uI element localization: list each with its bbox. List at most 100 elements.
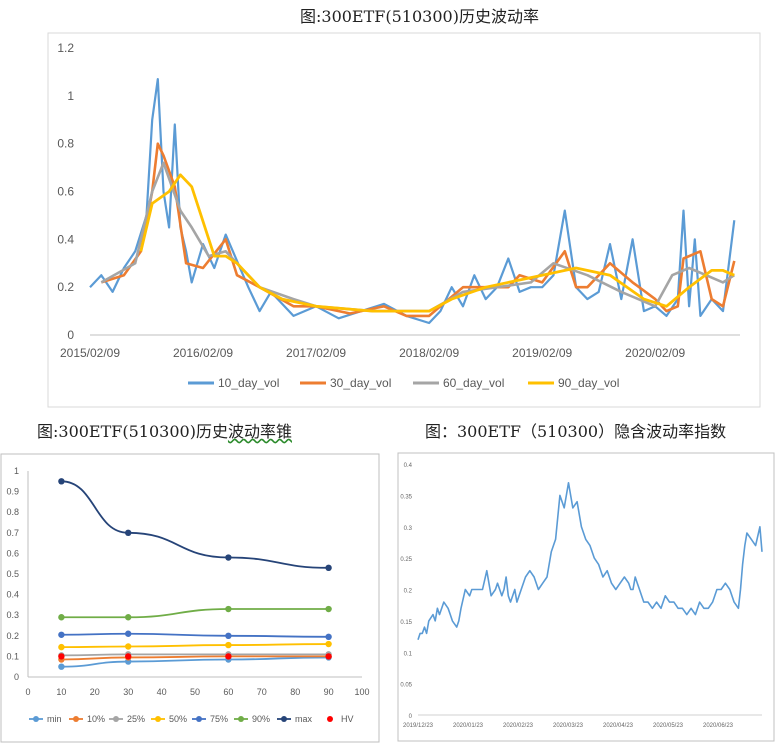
chart1-title: 图:300ETF(510300)历史波动率: [300, 7, 539, 26]
chart3-x-tick: 2020/05/23: [653, 723, 684, 729]
chart2-y-tick: 0.5: [6, 569, 19, 579]
chart2-point-90%: [58, 614, 65, 621]
chart3-y-tick: 0.15: [400, 620, 412, 626]
chart1-x-tick: 2018/02/09: [399, 346, 459, 360]
chart1-legend-label: 60_day_vol: [443, 376, 504, 390]
chart2-x-tick: 50: [190, 687, 200, 697]
chart2-point-HV: [325, 653, 332, 660]
chart2-series-min: [61, 656, 329, 668]
chart2-x-tick: 30: [123, 687, 133, 697]
chart1-y-tick: 0.8: [57, 137, 74, 151]
chart2-x-tick: 60: [223, 687, 233, 697]
chart1-y-tick: 1.2: [57, 41, 74, 55]
chart1-y-tick: 0.2: [57, 280, 74, 294]
chart2-legend-marker: [155, 716, 161, 722]
chart2-y-tick: 0.8: [6, 507, 19, 517]
chart1-x-tick: 2017/02/09: [286, 346, 346, 360]
chart2-legend-label: 90%: [252, 714, 270, 724]
chart2-point-50%: [58, 643, 65, 651]
chart1-legend-label: 10_day_vol: [218, 376, 279, 390]
chart2-y-tick: 0.7: [6, 528, 19, 538]
chart2-x-tick: 90: [324, 687, 334, 697]
chart2-legend-label: 75%: [210, 714, 228, 724]
chart2-y-tick: 0.6: [6, 548, 19, 558]
chart2-point-90%: [125, 614, 132, 621]
chart1-frame: [47, 32, 761, 408]
chart3-x-tick: 2020/04/23: [603, 723, 634, 729]
chart1-y-tick: 0: [67, 328, 74, 342]
chart1-series-90_day_vol: [139, 173, 735, 313]
chart1-y-tick: 1: [67, 89, 74, 103]
chart2-legend-marker: [113, 716, 119, 722]
chart2-point-75%: [325, 633, 332, 641]
chart2-point-min: [58, 663, 65, 670]
chart2-legend-marker: [238, 716, 244, 722]
chart2-y-tick: 1: [14, 466, 19, 476]
chart2-point-75%: [225, 632, 232, 639]
chart2-point-max: [325, 564, 332, 572]
chart2-point-90%: [225, 605, 232, 613]
chart2-x-tick: 10: [56, 687, 66, 697]
chart3-x-tick: 2020/01/23: [453, 723, 484, 729]
chart1-x-tick: 2019/02/09: [512, 346, 572, 360]
chart2-x-tick: 100: [354, 687, 369, 697]
chart3-series-line: [417, 482, 763, 640]
chart2-y-tick: 0: [14, 672, 19, 682]
chart3-y-tick: 0.4: [404, 463, 413, 469]
chart3-frame: [397, 452, 775, 742]
volatility-cone-chart: 0 0.1 0.2 0.3 0.4 0.5 0.6 0.7 0.8 0.9 1 0 10 20 30 40 50…: [0, 440, 390, 743]
chart1-x-tick: 2016/02/09: [173, 346, 233, 360]
chart2-x-tick: 20: [90, 687, 100, 697]
chart3-x-tick: 2020/02/23: [503, 723, 534, 729]
chart2-frame: [0, 453, 380, 743]
chart2-series-50%: [61, 643, 329, 649]
chart2-legend-label: 10%: [87, 714, 105, 724]
historical-volatility-chart: 0 0.2 0.4 0.6 0.8 1 1.2 2015/02/09 2016/02/09 201…: [47, 32, 761, 408]
chart2-series-max: [61, 480, 329, 569]
chart1-series-10_day_vol: [89, 78, 736, 325]
chart3-y-tick: 0.35: [400, 494, 412, 500]
chart2-y-tick: 0.3: [6, 610, 19, 620]
chart2-series-10%: [61, 655, 329, 661]
chart1-legend-label: 90_day_vol: [558, 376, 619, 390]
historical-volatility-svg: 0 0.2 0.4 0.6 0.8 1 1.2 2015/02/09 2016/02/09 201…: [47, 32, 761, 408]
chart3-x-tick: 2020/03/23: [553, 723, 584, 729]
chart2-legend-label: min: [47, 714, 62, 724]
chart2-y-tick: 0.2: [6, 631, 19, 641]
chart2-point-90%: [325, 605, 332, 613]
chart2-point-75%: [58, 631, 65, 638]
chart2-y-tick: 0.9: [6, 487, 19, 497]
chart2-point-HV: [225, 653, 232, 660]
implied-volatility-chart: 0 0.05 0.1 0.15 0.2 0.25 0.3 0.35 0.4 2019/12/23 2…: [390, 440, 782, 743]
chart1-y-tick: 0.6: [57, 185, 74, 199]
implied-volatility-svg: 0 0.05 0.1 0.15 0.2 0.25 0.3 0.35 0.4 2019/12/23 2…: [397, 452, 775, 742]
chart2-x-tick: 70: [257, 687, 267, 697]
chart2-legend-label: max: [295, 714, 313, 724]
chart2-series-75%: [61, 632, 329, 638]
chart3-y-tick: 0.2: [404, 589, 413, 595]
chart2-point-max: [225, 554, 232, 561]
chart1-y-tick: 0.4: [57, 232, 74, 246]
chart3-x-tick: 2020/06/23: [703, 723, 734, 729]
chart3-y-tick: 0.3: [404, 526, 413, 532]
chart1-x-tick: 2020/02/09: [625, 346, 685, 360]
chart2-point-50%: [125, 643, 132, 650]
chart2-series-90%: [61, 608, 329, 619]
chart2-legend-label: 50%: [169, 714, 187, 724]
chart2-point-50%: [225, 641, 232, 649]
chart3-y-tick: 0: [409, 714, 413, 720]
volatility-cone-svg: 00.10.20.30.40.50.60.70.80.910 10 20 30 40 50…: [0, 453, 380, 743]
chart3-y-tick: 0.1: [404, 651, 413, 657]
chart3-y-tick: 0.25: [400, 557, 412, 563]
chart2-x-tick: 40: [157, 687, 167, 697]
chart2-y-tick: 0.1: [6, 651, 19, 661]
chart2-legend-label: 25%: [127, 714, 145, 724]
chart2-point-HV: [125, 653, 132, 660]
chart2-point-max: [58, 478, 65, 485]
chart3-title: 图：300ETF（510300）隐含波动率指数: [425, 422, 727, 441]
chart2-legend-marker: [33, 716, 39, 722]
chart2-legend-marker: [327, 716, 333, 722]
chart2-title: 图:300ETF(510300)历史波动率锥: [37, 418, 292, 442]
chart2-y-tick: 0.4: [6, 590, 19, 600]
chart2-legend-label: HV: [341, 714, 354, 724]
